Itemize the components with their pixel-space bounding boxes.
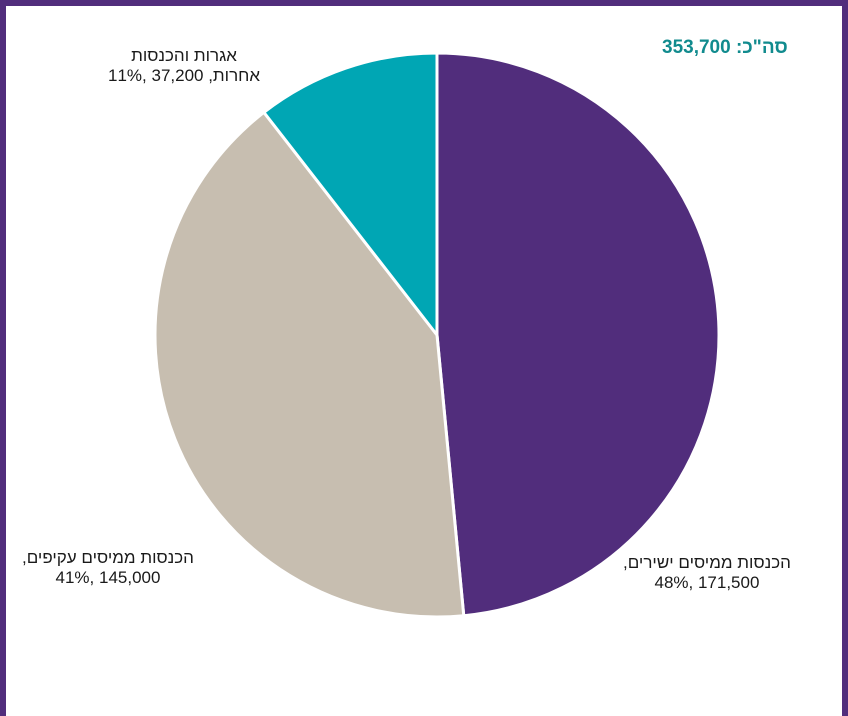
slice-label-direct-taxes-line1: הכנסות ממיסים ישירים, bbox=[623, 553, 791, 572]
slice-label-indirect-taxes: הכנסות ממיסים עקיפים, 145,000 ,41% bbox=[22, 548, 194, 588]
pie-slice-direct-taxes bbox=[435, 51, 721, 618]
slice-label-fees-other: אגרות והכנסות אחרות, 37,200 ,11% bbox=[108, 46, 260, 86]
slice-label-direct-taxes: הכנסות ממיסים ישירים, 171,500 ,48% bbox=[623, 553, 791, 593]
slice-label-direct-taxes-line2: 171,500 ,48% bbox=[654, 573, 760, 592]
slice-label-fees-other-line1: אגרות והכנסות bbox=[131, 46, 237, 65]
total-label: סה"כ: 353,700 bbox=[662, 37, 788, 58]
pie-slice-indirect-taxes bbox=[153, 110, 466, 619]
slice-label-fees-other-line2: אחרות, 37,200 ,11% bbox=[108, 66, 261, 85]
slice-label-indirect-taxes-line2: 145,000 ,41% bbox=[55, 568, 161, 587]
pie-slice-fees-other bbox=[262, 51, 439, 337]
slice-label-indirect-taxes-line1: הכנסות ממיסים עקיפים, bbox=[22, 548, 194, 567]
